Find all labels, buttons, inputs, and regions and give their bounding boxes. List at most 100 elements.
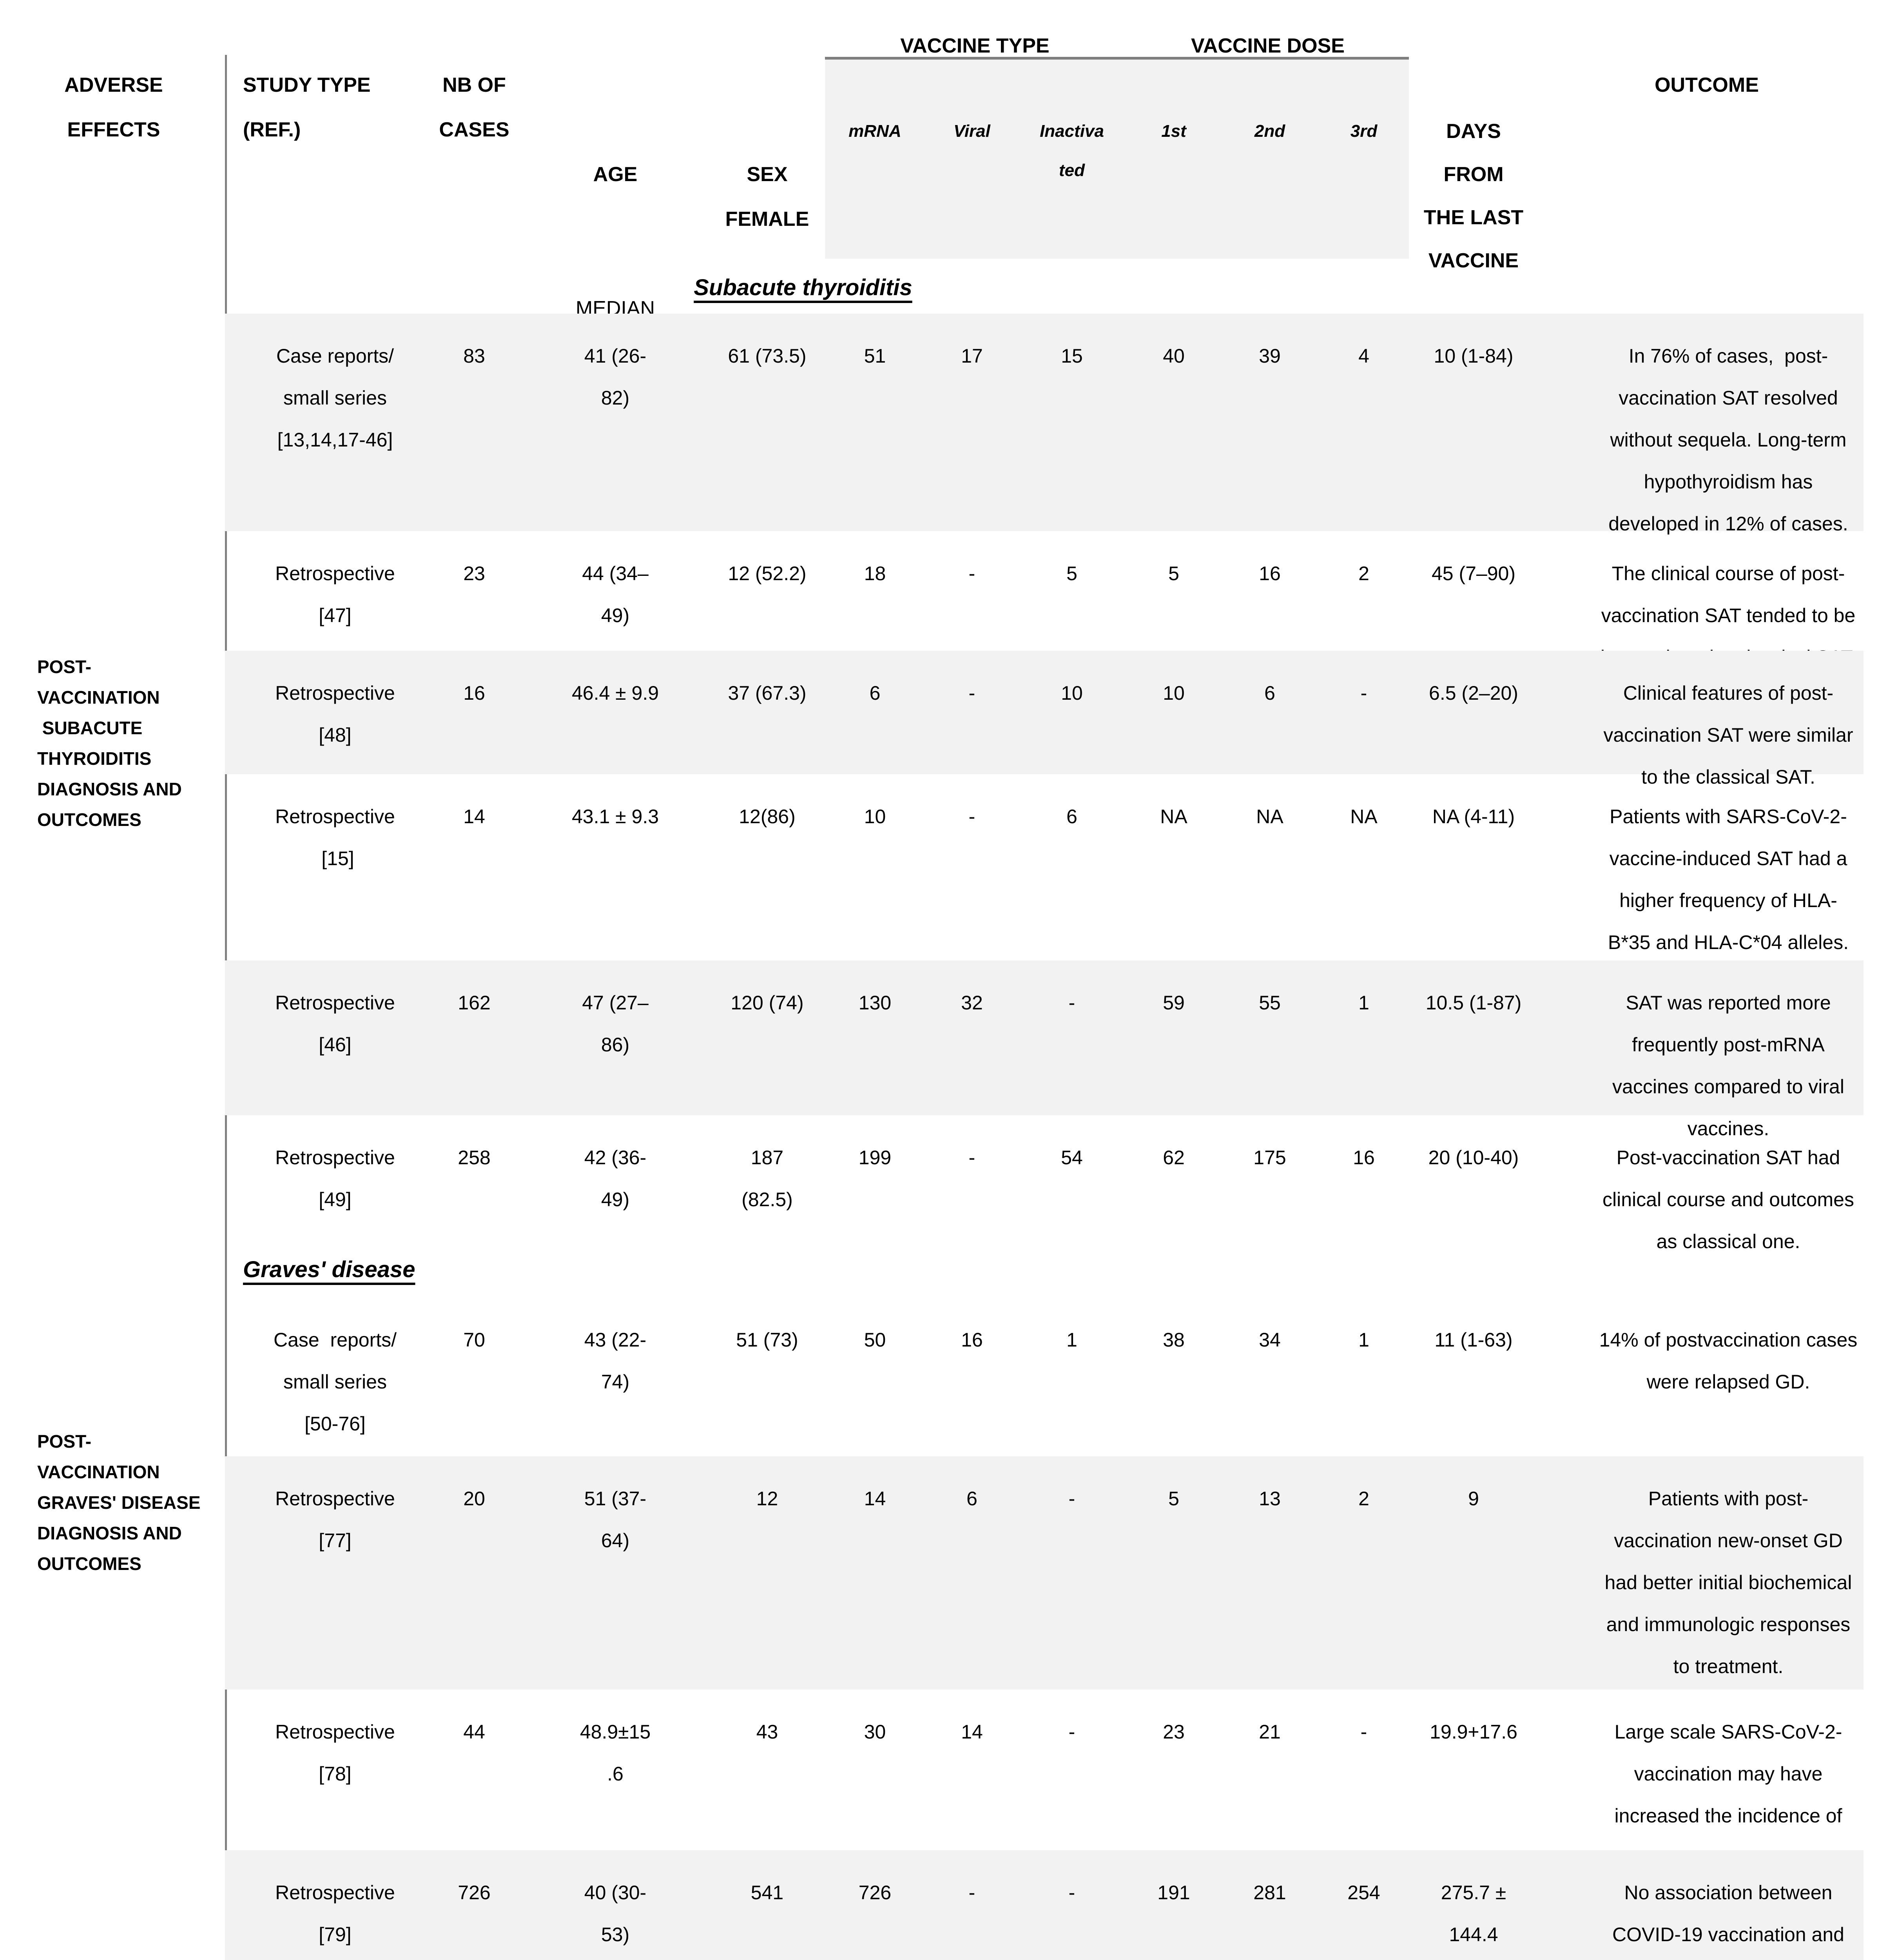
cell-dose1: 59 [1163, 992, 1185, 1014]
cell-dose3: 1 [1358, 1329, 1369, 1351]
cell-study-type: Case reports/ small series [50-76] [273, 1329, 397, 1435]
cell-sex-female: 37 (67.3) [728, 682, 807, 704]
cell-inactivated: - [1068, 1721, 1075, 1743]
cell-age: 42 (36- 49) [584, 1147, 647, 1210]
cell-dose2: NA [1256, 806, 1283, 828]
cell-dose2: 21 [1259, 1721, 1281, 1743]
cell-inactivated: 15 [1061, 345, 1083, 367]
group-header-vaccine-type: VACCINE TYPE [900, 34, 1050, 57]
cell-inactivated: - [1068, 1882, 1075, 1904]
cell-mrna: 130 [858, 992, 892, 1014]
cell-age: 46.4 ± 9.9 [571, 682, 659, 704]
cell-inactivated: 10 [1061, 682, 1083, 704]
cell-viral: 17 [961, 345, 983, 367]
cell-viral: - [968, 1882, 975, 1904]
cell-age: 47 (27– 86) [582, 992, 649, 1056]
cell-outcome: SAT was reported more frequently post-mR… [1612, 992, 1844, 1140]
table-row: Retrospective [46] 162 47 (27– 86) 120 (… [225, 960, 1863, 1140]
cell-days-from-vaccine: 45 (7–90) [1431, 563, 1516, 584]
cell-study-type: Retrospective [15] [275, 806, 395, 869]
cell-mrna: 51 [864, 345, 886, 367]
subcolumn-header-dose3: 3rd [1350, 122, 1378, 141]
cell-inactivated: 1 [1066, 1329, 1077, 1351]
cell-mrna: 6 [869, 682, 881, 704]
cell-sex-female: 187 (82.5) [741, 1147, 793, 1210]
cell-study-type: Retrospective [48] [275, 682, 395, 746]
cell-sex-female: 61 (73.5) [728, 345, 807, 367]
cell-dose1: 40 [1163, 345, 1185, 367]
cell-inactivated: - [1068, 992, 1075, 1014]
cell-nb-cases: 70 [463, 1329, 485, 1351]
cell-age: 43.1 ± 9.3 [571, 806, 659, 828]
cell-days-from-vaccine: 9 [1468, 1488, 1479, 1510]
cell-viral: - [968, 1147, 975, 1169]
cell-outcome: Large scale SARS-CoV-2- vaccination may … [1614, 1721, 1842, 1869]
cell-days-from-vaccine: NA (4-11) [1432, 806, 1515, 828]
table-row: Retrospective [79] 726 40 (30- 53) 541 7… [225, 1850, 1863, 1960]
table-row: Retrospective [47] 23 44 (34– 49) 12 (52… [225, 531, 1863, 668]
cell-nb-cases: 162 [458, 992, 491, 1014]
cell-dose1: 5 [1168, 1488, 1179, 1510]
cell-dose3: 2 [1358, 1488, 1369, 1510]
cell-nb-cases: 14 [463, 806, 485, 828]
cell-outcome: Patients with SARS-CoV-2- vaccine-induce… [1608, 806, 1849, 953]
cell-viral: - [968, 806, 975, 828]
cell-dose3: 1 [1358, 992, 1369, 1014]
cell-study-type: Retrospective [46] [275, 992, 395, 1056]
cell-viral: 6 [966, 1488, 977, 1510]
cell-outcome: Clinical features of post- vaccination S… [1603, 682, 1853, 788]
cell-sex-female: 43 [756, 1721, 778, 1743]
cell-viral: 16 [961, 1329, 983, 1351]
cell-outcome: 14% of postvaccination cases were relaps… [1599, 1329, 1858, 1393]
subcolumn-header-dose1: 1st [1161, 122, 1186, 141]
cell-study-type: Case reports/ small series [13,14,17-46] [276, 345, 394, 451]
cell-nb-cases: 23 [463, 563, 485, 584]
cell-nb-cases: 726 [458, 1882, 491, 1904]
column-header-adverse-effects: ADVERSE EFFECTS [64, 74, 163, 141]
cell-outcome: Post-vaccination SAT had clinical course… [1602, 1147, 1854, 1252]
cell-dose2: 16 [1259, 563, 1281, 584]
cell-dose1: NA [1160, 806, 1187, 828]
subcolumn-header-dose2: 2nd [1254, 122, 1285, 141]
subcolumn-header-inactivated: Inactiva ted [1040, 122, 1104, 180]
cell-dose2: 55 [1259, 992, 1281, 1014]
cell-days-from-vaccine: 20 (10-40) [1428, 1147, 1519, 1169]
cell-dose1: 191 [1157, 1882, 1190, 1904]
cell-outcome: Patients with post- vaccination new-onse… [1604, 1488, 1852, 1677]
cell-sex-female: 12(86) [739, 806, 796, 828]
cell-mrna: 30 [864, 1721, 886, 1743]
table-row: Retrospective [77] 20 51 (37- 64) 12 14 … [225, 1456, 1863, 1690]
cell-inactivated: 6 [1066, 806, 1077, 828]
cell-days-from-vaccine: 10.5 (1-87) [1425, 992, 1522, 1014]
cell-inactivated: 5 [1066, 563, 1077, 584]
cell-age: 48.9±15 .6 [580, 1721, 651, 1785]
column-header-outcome: OUTCOME [1655, 74, 1759, 96]
column-header-age-bold: AGE [593, 163, 638, 186]
cell-dose2: 39 [1259, 345, 1281, 367]
table-row: Retrospective [49] 258 42 (36- 49) 187 (… [225, 1115, 1863, 1254]
cell-mrna: 10 [864, 806, 886, 828]
cell-nb-cases: 16 [463, 682, 485, 704]
cell-dose3: 2 [1358, 563, 1369, 584]
cell-age: 43 (22- 74) [584, 1329, 647, 1393]
cell-dose3: - [1360, 1721, 1367, 1743]
cell-sex-female: 541 [750, 1882, 784, 1904]
cell-nb-cases: 20 [463, 1488, 485, 1510]
cell-viral: 14 [961, 1721, 983, 1743]
cell-mrna: 14 [864, 1488, 886, 1510]
table-row: Retrospective [15] 14 43.1 ± 9.3 12(86) … [225, 774, 1863, 960]
cell-days-from-vaccine: 275.7 ± 144.4 [1441, 1882, 1506, 1945]
cell-days-from-vaccine: 6.5 (2–20) [1429, 682, 1518, 704]
cell-mrna: 18 [864, 563, 886, 584]
cell-dose2: 175 [1253, 1147, 1286, 1169]
cell-sex-female: 120 (74) [731, 992, 804, 1014]
subcolumn-header-viral: Viral [954, 122, 990, 141]
table-row: Retrospective [78] 44 48.9±15 .6 43 30 1… [225, 1690, 1863, 1869]
cell-inactivated: - [1068, 1488, 1075, 1510]
cell-viral: 32 [961, 992, 983, 1014]
cell-study-type: Retrospective [79] [275, 1882, 395, 1945]
column-header-study-type: STUDY TYPE (REF.) [243, 74, 371, 141]
cell-mrna: 726 [858, 1882, 892, 1904]
group-header-vaccine-dose: VACCINE DOSE [1191, 34, 1345, 57]
